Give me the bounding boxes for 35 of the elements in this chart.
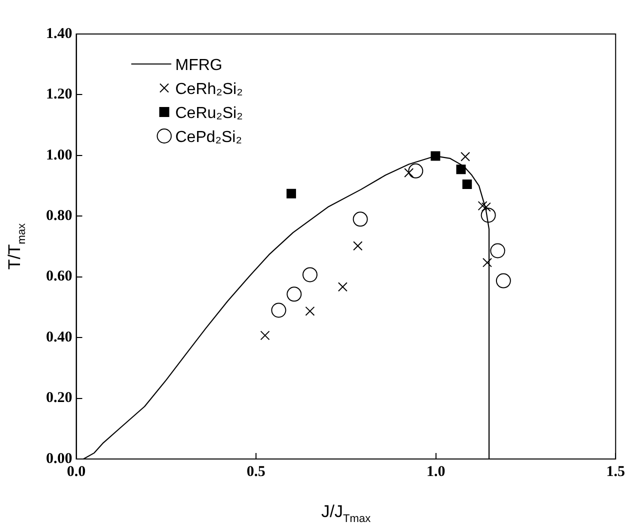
y-tick-label: 0.40 [46,329,72,346]
point [490,243,506,258]
point [408,163,424,178]
point [462,180,472,190]
point [305,306,315,316]
y-tick-label: 1.00 [46,147,72,164]
point [404,168,414,178]
y-tick-label: 0.80 [46,208,72,224]
point [271,302,286,318]
point [353,241,363,251]
point [480,208,496,223]
y-tick-label: 1.20 [46,86,72,103]
y-tick-label: 1.40 [46,26,72,42]
point [302,267,318,282]
y-tick-label: 0.60 [46,268,72,285]
point [286,188,296,198]
x-tick-label: 0.5 [246,464,266,480]
y-axis-title: T/Tmax [5,222,28,270]
point [478,201,488,211]
legend-label: CePd₂Si₂ [175,129,242,146]
point [352,212,368,227]
x-tick-label: 1.5 [606,464,625,480]
point [338,282,348,292]
point [482,258,492,268]
point [460,152,470,162]
point [286,286,302,302]
legend-label: CeRu₂Si₂ [175,105,243,122]
point [430,151,440,161]
x-tick-label: 1.0 [426,464,446,480]
y-tick-label: 0.20 [46,390,72,406]
legend-label: MFRG [175,57,222,74]
point [260,330,270,340]
point [496,273,511,288]
legend-label: CeRh₂Si₂ [175,81,243,98]
point [481,202,491,212]
